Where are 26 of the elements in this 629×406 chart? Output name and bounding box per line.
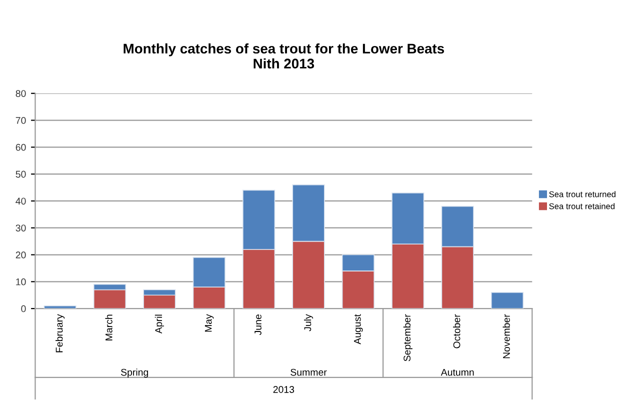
y-tick-label: 60: [16, 144, 26, 151]
y-tick-label: 20: [16, 252, 26, 258]
chart-title: Monthly catches of sea trout for the Lower Beats Nith 2013: [124, 43, 444, 69]
y-tick-label: 80: [16, 90, 26, 97]
y-tick-label: 30: [16, 224, 26, 232]
y-tick-label: 40: [16, 198, 26, 205]
x-tick-label: April: [154, 314, 164, 334]
y-tick-label: 10: [16, 278, 26, 286]
x-tick-label: February: [56, 314, 65, 352]
text: Summer: [290, 368, 327, 376]
y-tick-label: 70: [16, 117, 26, 124]
y-tick-label: 0: [21, 305, 26, 312]
x-tick-label: July: [304, 314, 314, 332]
x-tick-label: November: [502, 314, 510, 358]
text: 2013: [273, 386, 294, 393]
x-tick-label: September: [403, 314, 412, 362]
legend-label: Sea trout retained: [549, 203, 615, 210]
legend-label: Sea trout returned: [549, 191, 616, 198]
y-tick-label: 50: [16, 170, 26, 178]
x-tick-label: June: [254, 314, 262, 336]
x-tick-label: August: [354, 314, 363, 344]
x-tick-label: May: [204, 314, 214, 332]
text: Spring: [120, 368, 148, 378]
text: Autumn: [440, 368, 474, 376]
x-tick-label: October: [453, 314, 460, 348]
x-tick-label: March: [105, 314, 112, 340]
